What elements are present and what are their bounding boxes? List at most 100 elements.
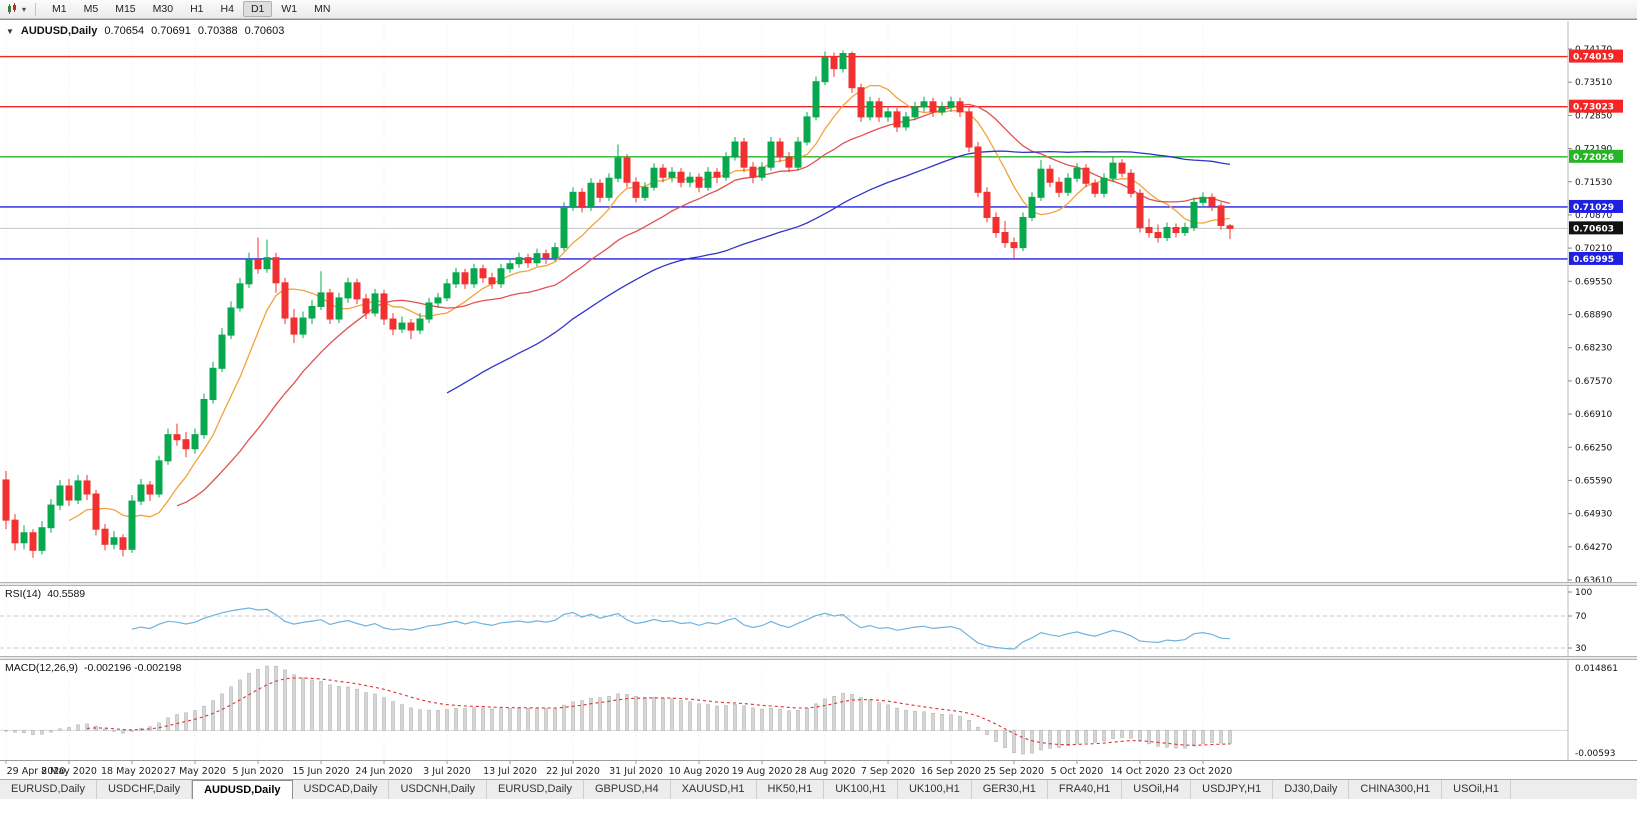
chart-tab-uk100-h1[interactable]: UK100,H1 — [898, 780, 972, 799]
svg-text:0.68890: 0.68890 — [1575, 311, 1612, 321]
chart-tab-xauusd-h1[interactable]: XAUUSD,H1 — [671, 780, 757, 799]
ohlc-close: 0.70603 — [244, 25, 285, 37]
macd-indicator-panel: 0.014861 -0.00593 MACD(12,26,9) -0.002196… — [0, 660, 1637, 760]
price-axis[interactable]: 0.741700.735100.728500.721900.715300.708… — [1568, 45, 1623, 582]
svg-text:25 Sep 2020: 25 Sep 2020 — [984, 766, 1044, 777]
panel-splitter-rsi[interactable] — [0, 582, 1637, 586]
macd-signal-line — [86, 677, 1231, 746]
svg-text:0.63610: 0.63610 — [1575, 576, 1612, 582]
macd-name: MACD(12,26,9) — [5, 662, 78, 674]
chart-tab-usdchf-daily[interactable]: USDCHF,Daily — [97, 780, 193, 799]
svg-text:31 Jul 2020: 31 Jul 2020 — [609, 766, 663, 777]
svg-text:18 May 2020: 18 May 2020 — [101, 766, 163, 777]
svg-text:19 Aug 2020: 19 Aug 2020 — [732, 766, 793, 777]
chart-tab-china300-h1[interactable]: CHINA300,H1 — [1349, 780, 1443, 799]
chevron-down-icon: ▾ — [22, 4, 27, 14]
chart-type-dropdown[interactable]: ▾ — [4, 3, 29, 15]
svg-text:0.66910: 0.66910 — [1575, 410, 1612, 420]
timeframe-button-group: M1 M5 M15 M30 H1 H4 D1 W1 MN — [44, 1, 338, 17]
rsi-name: RSI(14) — [5, 588, 42, 600]
collapse-triangle-icon[interactable]: ▼ — [6, 26, 14, 36]
timeframe-button-mn[interactable]: MN — [314, 3, 331, 15]
rsi-label: RSI(14) 40.5589 — [5, 588, 85, 600]
svg-text:29 Apr 2020: 29 Apr 2020 — [7, 766, 66, 777]
chart-tab-uk100-h1[interactable]: UK100,H1 — [824, 780, 898, 799]
svg-text:0.64270: 0.64270 — [1575, 543, 1612, 553]
chart-symbol-label: AUDUSD,Daily — [20, 25, 98, 37]
svg-text:8 May 2020: 8 May 2020 — [41, 766, 97, 777]
svg-text:0.71029: 0.71029 — [1573, 203, 1614, 213]
svg-text:22 Jul 2020: 22 Jul 2020 — [546, 766, 600, 777]
chart-tab-usdjpy-h1[interactable]: USDJPY,H1 — [1191, 780, 1274, 799]
svg-text:0.66250: 0.66250 — [1575, 443, 1612, 453]
rsi-canvas[interactable]: 100 70 30 — [0, 586, 1637, 656]
chart-tab-bar: EURUSD,Daily USDCHF,Daily AUDUSD,Daily USDC… — [0, 779, 1637, 799]
svg-text:5 Oct 2020: 5 Oct 2020 — [1051, 766, 1104, 777]
toolbar-separator — [35, 2, 37, 16]
svg-text:30: 30 — [1575, 644, 1587, 654]
ohlc-high: 0.70691 — [151, 25, 191, 37]
moving-average-50 — [446, 150, 1231, 394]
timeframe-button-h1[interactable]: H1 — [190, 3, 204, 15]
svg-text:0.64930: 0.64930 — [1575, 510, 1612, 520]
main-chart-panel: 0.741700.735100.728500.721900.715300.708… — [0, 21, 1637, 582]
svg-text:0.65590: 0.65590 — [1575, 476, 1612, 486]
time-axis[interactable]: 29 Apr 2020 8 May 2020 18 May 2020 27 May 2… — [0, 760, 1637, 778]
macd-label: MACD(12,26,9) -0.002196 -0.002198 — [5, 662, 181, 674]
svg-text:0.68230: 0.68230 — [1575, 344, 1612, 354]
candlesticks — [2, 50, 1234, 558]
svg-text:0.71530: 0.71530 — [1575, 178, 1612, 188]
chart-tab-eurusd-daily[interactable]: EURUSD,Daily — [0, 780, 97, 799]
chart-tab-usoil-h4[interactable]: USOil,H4 — [1122, 780, 1192, 799]
svg-text:13 Jul 2020: 13 Jul 2020 — [483, 766, 537, 777]
timeframe-button-m1[interactable]: M1 — [52, 3, 67, 15]
ohlc-low: 0.70388 — [197, 25, 238, 37]
ohlc-open: 0.70654 — [104, 25, 145, 37]
svg-text:0.72190: 0.72190 — [1575, 145, 1612, 155]
svg-text:100: 100 — [1575, 588, 1592, 598]
macd-values: -0.002196 -0.002198 — [83, 662, 182, 674]
chart-window: 0.741700.735100.728500.721900.715300.708… — [0, 19, 1637, 779]
svg-text:0.70603: 0.70603 — [1573, 224, 1614, 234]
svg-text:27 May 2020: 27 May 2020 — [164, 766, 226, 777]
rsi-value: 40.5589 — [47, 588, 86, 600]
svg-text:0.67570: 0.67570 — [1575, 377, 1612, 387]
timeframe-button-m5[interactable]: M5 — [83, 3, 99, 15]
macd-canvas[interactable]: 0.014861 -0.00593 — [0, 660, 1637, 760]
chart-tab-usoil-h1[interactable]: USOil,H1 — [1442, 780, 1511, 799]
svg-text:14 Oct 2020: 14 Oct 2020 — [1111, 766, 1170, 777]
svg-text:0.69550: 0.69550 — [1575, 277, 1612, 287]
timeframe-button-m15[interactable]: M15 — [115, 3, 136, 15]
svg-text:3 Jul 2020: 3 Jul 2020 — [423, 766, 471, 777]
chart-title: ▼ AUDUSD,Daily 0.70654 0.70691 0.70388 0… — [6, 25, 284, 37]
horizontal-lines[interactable] — [0, 55, 1568, 260]
chart-tab-ger30-h1[interactable]: GER30,H1 — [972, 780, 1048, 799]
timeframe-button-m30[interactable]: M30 — [152, 3, 174, 15]
chart-tab-gbpusd-h4[interactable]: GBPUSD,H4 — [584, 780, 671, 799]
rsi-line — [131, 607, 1231, 650]
chart-tab-hk50-h1[interactable]: HK50,H1 — [757, 780, 825, 799]
svg-text:0.74019: 0.74019 — [1573, 53, 1614, 63]
svg-text:5 Jun 2020: 5 Jun 2020 — [232, 766, 283, 777]
svg-text:0.70210: 0.70210 — [1575, 244, 1612, 254]
chart-tab-usdcad-daily[interactable]: USDCAD,Daily — [293, 780, 390, 799]
timeframe-button-h4[interactable]: H4 — [220, 3, 234, 15]
candlestick-chart-icon — [8, 3, 16, 14]
panel-splitter-macd[interactable] — [0, 656, 1637, 660]
rsi-indicator-panel: 100 70 30 RSI(14) 40.5589 — [0, 586, 1637, 656]
svg-text:0.73023: 0.73023 — [1573, 103, 1614, 113]
chart-tab-fra40-h1[interactable]: FRA40,H1 — [1048, 780, 1123, 799]
svg-text:0.69995: 0.69995 — [1573, 255, 1614, 265]
chart-tab-eurusd-daily[interactable]: EURUSD,Daily — [487, 780, 584, 799]
svg-text:16 Sep 2020: 16 Sep 2020 — [921, 766, 981, 777]
macd-histogram — [4, 665, 1232, 755]
timeframe-button-d1[interactable]: D1 — [242, 1, 273, 17]
chart-tab-usdcnh-daily[interactable]: USDCNH,Daily — [389, 780, 488, 799]
chart-tab-dj30-daily[interactable]: DJ30,Daily — [1273, 780, 1350, 799]
timeframe-button-w1[interactable]: W1 — [281, 3, 298, 15]
svg-text:24 Jun 2020: 24 Jun 2020 — [355, 766, 412, 777]
svg-text:0.72850: 0.72850 — [1575, 111, 1612, 121]
chart-tab-audusd-daily[interactable]: AUDUSD,Daily — [192, 780, 293, 799]
main-chart-canvas[interactable]: 0.741700.735100.728500.721900.715300.708… — [0, 21, 1637, 582]
